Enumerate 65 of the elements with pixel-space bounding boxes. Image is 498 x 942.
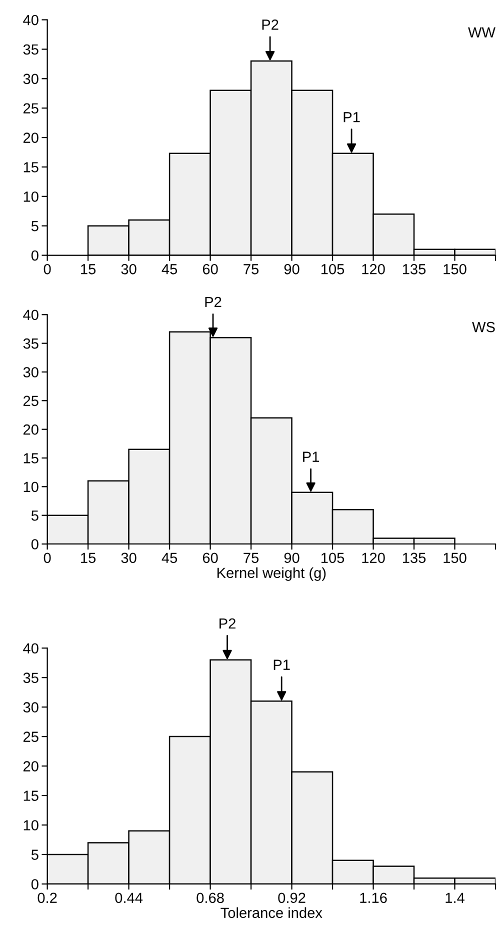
y-tick-label: 30	[23, 74, 38, 84]
x-tick-label: 150	[444, 264, 466, 274]
x-tick-label: 0.92	[278, 892, 306, 904]
x-axis-title: Tolerance index	[220, 907, 322, 918]
y-tick-label: 35	[23, 44, 38, 55]
x-tick-label: 60	[202, 552, 218, 564]
y-tick-label: 15	[24, 790, 38, 801]
y-tick-label: 5	[31, 221, 38, 232]
y-tick-label: 10	[24, 482, 38, 492]
x-tick-label: 1.4	[446, 892, 464, 903]
y-tick-label: 40	[23, 14, 38, 26]
y-tick-label: 0	[31, 539, 38, 550]
x-tick-label: 75	[244, 264, 259, 274]
y-tick-label: 20	[23, 761, 38, 772]
y-tick-label: 40	[23, 310, 38, 320]
x-tick-label: 135	[402, 264, 426, 274]
y-tick-label: 30	[23, 702, 38, 712]
y-tick-label: 30	[23, 367, 38, 378]
y-tick-label: 25	[23, 396, 38, 406]
y-tick-label: 25	[23, 732, 38, 742]
y-tick-label: 15	[24, 162, 38, 172]
x-tick-label: 15	[81, 264, 96, 274]
x-tick-label: 0.2	[38, 892, 57, 904]
x-tick-label: 105	[321, 264, 344, 274]
y-tick-label: 5	[31, 510, 38, 521]
x-tick-label: 135	[402, 552, 426, 564]
annotation: P1	[303, 452, 320, 462]
y-tick-label: 5	[31, 850, 38, 860]
x-tick-label: 105	[321, 552, 344, 564]
y-tick-label: 25	[23, 103, 38, 114]
annotation: P2	[220, 618, 236, 629]
x-tick-label: 0.68	[196, 892, 224, 904]
annotation: P1	[274, 660, 290, 670]
chart-title: WS	[472, 322, 495, 332]
y-tick-label: 40	[23, 643, 38, 654]
annotation: P1	[344, 112, 360, 122]
x-tick-label: 60	[202, 264, 218, 274]
x-tick-label: 30	[121, 552, 136, 564]
x-tick-label: 75	[244, 552, 259, 564]
x-tick-label: 90	[284, 264, 300, 274]
x-axis-title: Kernel weight (g)	[217, 567, 326, 581]
x-tick-label: 90	[284, 552, 300, 564]
x-tick-label: 150	[444, 552, 466, 564]
x-tick-label: 45	[162, 264, 178, 274]
y-tick-label: 20	[23, 132, 38, 143]
y-tick-label: 35	[23, 338, 38, 349]
x-tick-label: 45	[162, 552, 178, 564]
x-tick-label: 0.44	[115, 892, 143, 904]
x-tick-label: 30	[121, 264, 136, 274]
y-tick-label: 20	[23, 424, 38, 435]
chart-title: WW	[468, 27, 496, 38]
y-tick-label: 10	[24, 820, 38, 830]
x-tick-label: 0	[44, 264, 51, 274]
x-tick-label: 120	[362, 264, 385, 274]
x-tick-label: 120	[362, 552, 385, 564]
x-tick-label: 15	[81, 552, 96, 564]
y-tick-label: 0	[31, 879, 38, 890]
y-tick-label: 10	[24, 192, 38, 202]
x-tick-label: 1.16	[360, 892, 387, 904]
annotation: P2	[262, 20, 278, 30]
y-tick-label: 0	[31, 250, 38, 261]
annotation: P2	[205, 296, 222, 308]
y-tick-label: 15	[24, 453, 38, 464]
x-tick-label: 0	[44, 552, 51, 564]
y-tick-label: 35	[23, 672, 38, 684]
